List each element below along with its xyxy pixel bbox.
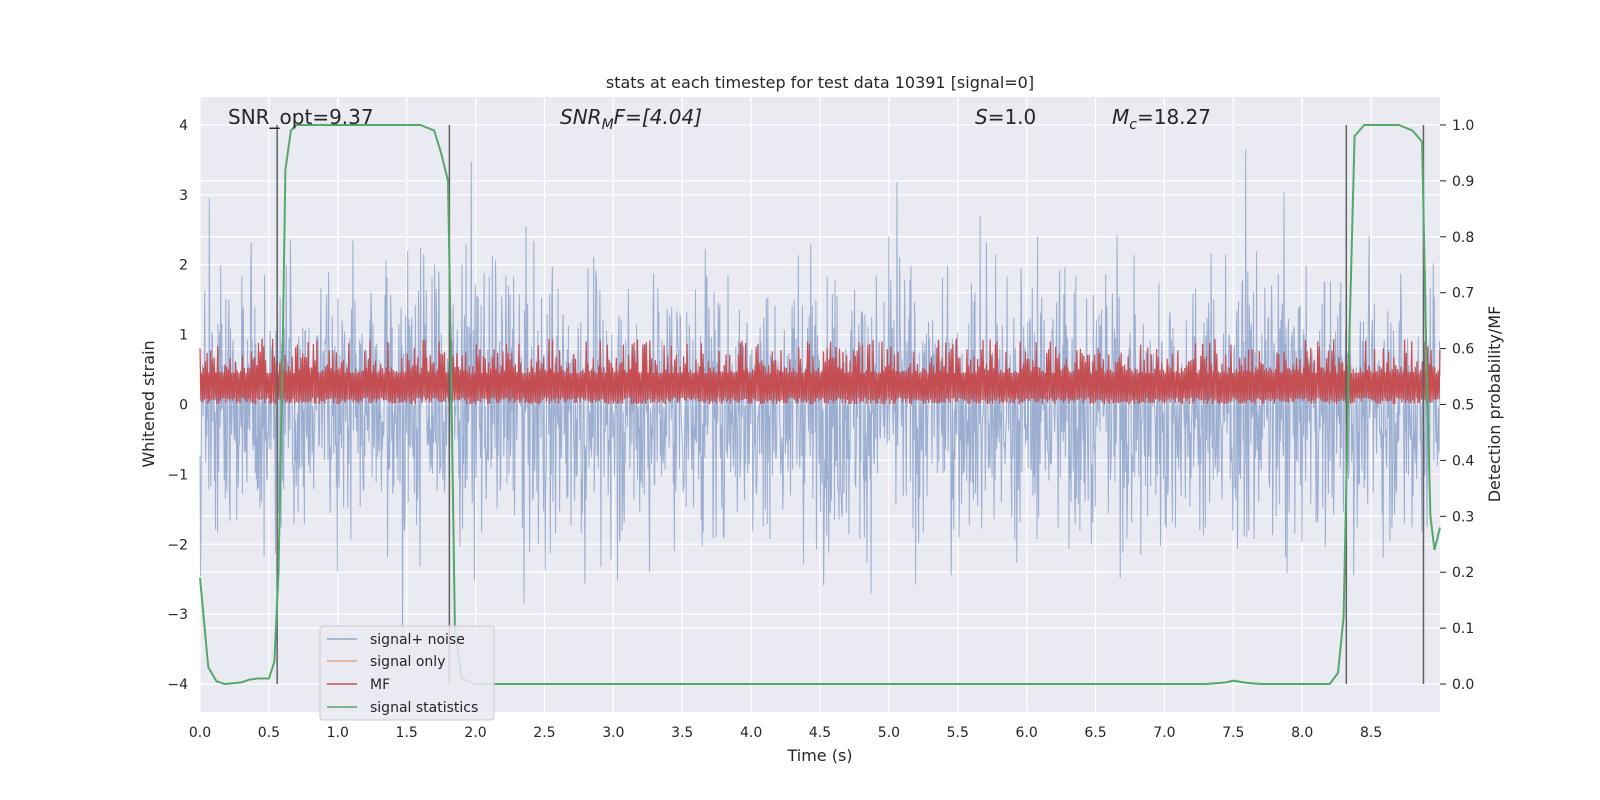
x-axis-ticks: 0.0 0.5 1.0 1.5 2.0 2.5 3.0 3.5 4.0 4.5 5.0 5.5 6.0 6… bbox=[189, 725, 1382, 741]
mf-line bbox=[199, 338, 1441, 405]
y2-tick-label: 0.2 bbox=[1452, 565, 1474, 581]
x-tick-label: 8.5 bbox=[1360, 725, 1382, 741]
y-tick-label: 1 bbox=[179, 328, 188, 344]
y-tick-label: −2 bbox=[167, 537, 188, 553]
y2-tick-label: 0.3 bbox=[1452, 509, 1474, 525]
x-tick-label: 3.0 bbox=[602, 725, 624, 741]
signal-plus-noise-series bbox=[199, 149, 1441, 644]
annotation-mc-rest: =18.27 bbox=[1137, 105, 1211, 129]
y2-tick-label: 0.6 bbox=[1452, 342, 1474, 358]
y-tick-label: 4 bbox=[179, 118, 188, 134]
y-axis-label: Whitened strain bbox=[139, 340, 158, 467]
y-tick-label: −1 bbox=[167, 467, 188, 483]
y-tick-label: 0 bbox=[179, 398, 188, 414]
y-tick-label: 2 bbox=[179, 258, 188, 274]
x-tick-label: 5.5 bbox=[947, 725, 969, 741]
annotation-snr-mf-sub: M bbox=[602, 117, 614, 133]
chart-title: stats at each timestep for test data 103… bbox=[606, 73, 1034, 92]
annotation-snr-mf-main: SNR bbox=[560, 105, 602, 129]
signal-statistics-series bbox=[199, 124, 1441, 686]
annotation-s: S=1.0 bbox=[975, 105, 1036, 129]
x-tick-label: 4.5 bbox=[809, 725, 831, 741]
x-tick-label: 2.0 bbox=[464, 725, 486, 741]
x-axis-label: Time (s) bbox=[786, 746, 852, 765]
legend-box bbox=[319, 625, 495, 721]
x-tick-label: 6.5 bbox=[1084, 725, 1106, 741]
x-tick-label: 0.0 bbox=[189, 725, 211, 741]
legend: signal+ noise signal only MF signal stat… bbox=[319, 625, 495, 721]
signal-statistics-line bbox=[199, 124, 1441, 686]
y2-tick-label: 0.7 bbox=[1452, 286, 1474, 302]
y2-tick-label: 0.5 bbox=[1452, 398, 1474, 414]
y-tick-label: −4 bbox=[167, 677, 188, 693]
y-tick-label: −3 bbox=[167, 607, 188, 623]
annotation-mc: Mc=18.27 bbox=[1112, 105, 1211, 133]
y-axis-ticks: −4 −3 −2 −1 0 1 2 3 4 bbox=[167, 118, 188, 693]
annotation-snr-mf-rest: F=[4.04] bbox=[614, 105, 702, 129]
x-tick-label: 1.5 bbox=[396, 725, 418, 741]
legend-label-signal-only: signal only bbox=[370, 654, 445, 670]
x-tick-label: 7.5 bbox=[1222, 725, 1244, 741]
annotation-snr-opt: SNR_opt=9.37 bbox=[228, 105, 374, 129]
x-tick-label: 8.0 bbox=[1291, 725, 1313, 741]
x-tick-label: 1.0 bbox=[327, 725, 349, 741]
noise-line bbox=[199, 149, 1441, 644]
annotation-snr-mf: SNRMF=[4.04] bbox=[560, 105, 702, 133]
y2-tick-label: 0.0 bbox=[1452, 677, 1474, 693]
y2-tick-label: 1.0 bbox=[1452, 118, 1474, 134]
y2-tick-label: 0.8 bbox=[1452, 230, 1474, 246]
annotation-mc-sub: c bbox=[1129, 117, 1137, 133]
x-tick-label: 4.0 bbox=[740, 725, 762, 741]
legend-label-signal-statistics: signal statistics bbox=[370, 700, 478, 716]
x-tick-label: 6.0 bbox=[1016, 725, 1038, 741]
y2-tick-label: 0.4 bbox=[1452, 453, 1474, 469]
annotation-s-main: S bbox=[975, 105, 988, 129]
x-tick-label: 0.5 bbox=[258, 725, 280, 741]
x-tick-label: 5.0 bbox=[878, 725, 900, 741]
x-tick-label: 3.5 bbox=[671, 725, 693, 741]
mf-series bbox=[199, 338, 1441, 405]
x-tick-label: 2.5 bbox=[533, 725, 555, 741]
vertical-markers bbox=[276, 124, 1425, 685]
y2-axis-ticks: 0.0 0.1 0.2 0.3 0.4 0.5 0.6 0.7 0.8 0.9 1.0 bbox=[1440, 118, 1474, 693]
y-tick-label: 3 bbox=[179, 188, 188, 204]
annotation-s-rest: =1.0 bbox=[988, 105, 1037, 129]
y2-axis-label: Detection probability/MF bbox=[1485, 306, 1504, 503]
y2-tick-label: 0.1 bbox=[1452, 621, 1474, 637]
x-tick-label: 7.0 bbox=[1153, 725, 1175, 741]
annotation-mc-main: M bbox=[1112, 105, 1129, 129]
legend-label-signal-plus-noise: signal+ noise bbox=[370, 632, 465, 648]
y2-tick-label: 0.9 bbox=[1452, 174, 1474, 190]
legend-label-mf: MF bbox=[370, 677, 390, 693]
